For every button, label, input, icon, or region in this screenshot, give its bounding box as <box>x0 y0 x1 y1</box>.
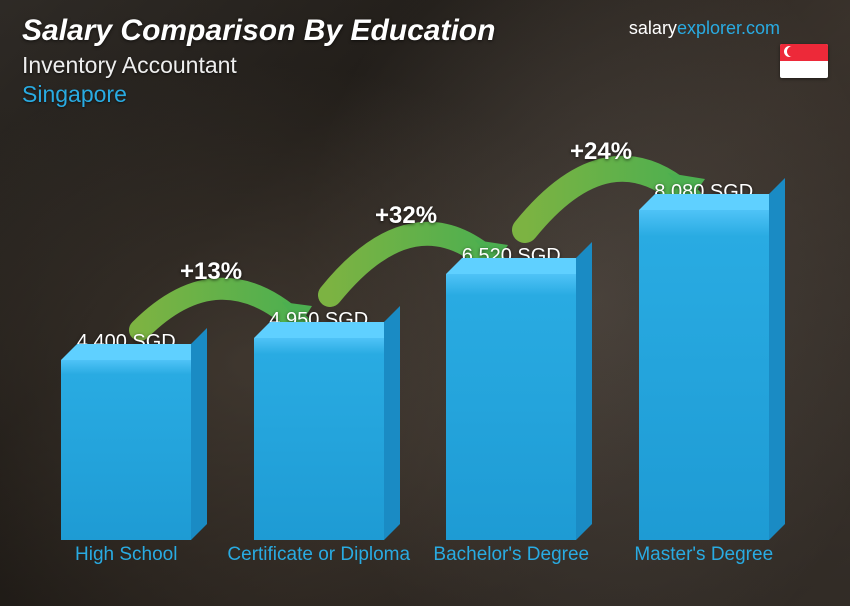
x-axis-label: Master's Degree <box>608 540 801 588</box>
bar <box>639 210 769 540</box>
country-name: Singapore <box>22 81 828 108</box>
bar-group: 8,080 SGD <box>608 181 801 540</box>
bar-group: 4,400 SGD <box>30 331 223 540</box>
bars-container: 4,400 SGD 4,950 SGD 6,520 SGD 8,080 SGD <box>30 130 800 540</box>
brand-logo: salaryexplorer.com <box>629 18 780 39</box>
bar <box>61 360 191 540</box>
bar-chart: +13% +32% +24% 4,400 SGD 4,950 SGD 6,520… <box>30 130 800 588</box>
bar <box>446 274 576 540</box>
x-axis-label: Bachelor's Degree <box>415 540 608 588</box>
x-axis-label: High School <box>30 540 223 588</box>
x-axis-labels: High School Certificate or Diploma Bache… <box>30 540 800 588</box>
bar-group: 6,520 SGD <box>415 245 608 540</box>
job-title: Inventory Accountant <box>22 52 828 79</box>
brand-mid: explorer <box>677 18 741 38</box>
bar-group: 4,950 SGD <box>223 309 416 540</box>
bar <box>254 338 384 540</box>
brand-suffix: .com <box>741 18 780 38</box>
country-flag-icon <box>780 44 828 78</box>
x-axis-label: Certificate or Diploma <box>223 540 416 588</box>
brand-prefix: salary <box>629 18 677 38</box>
